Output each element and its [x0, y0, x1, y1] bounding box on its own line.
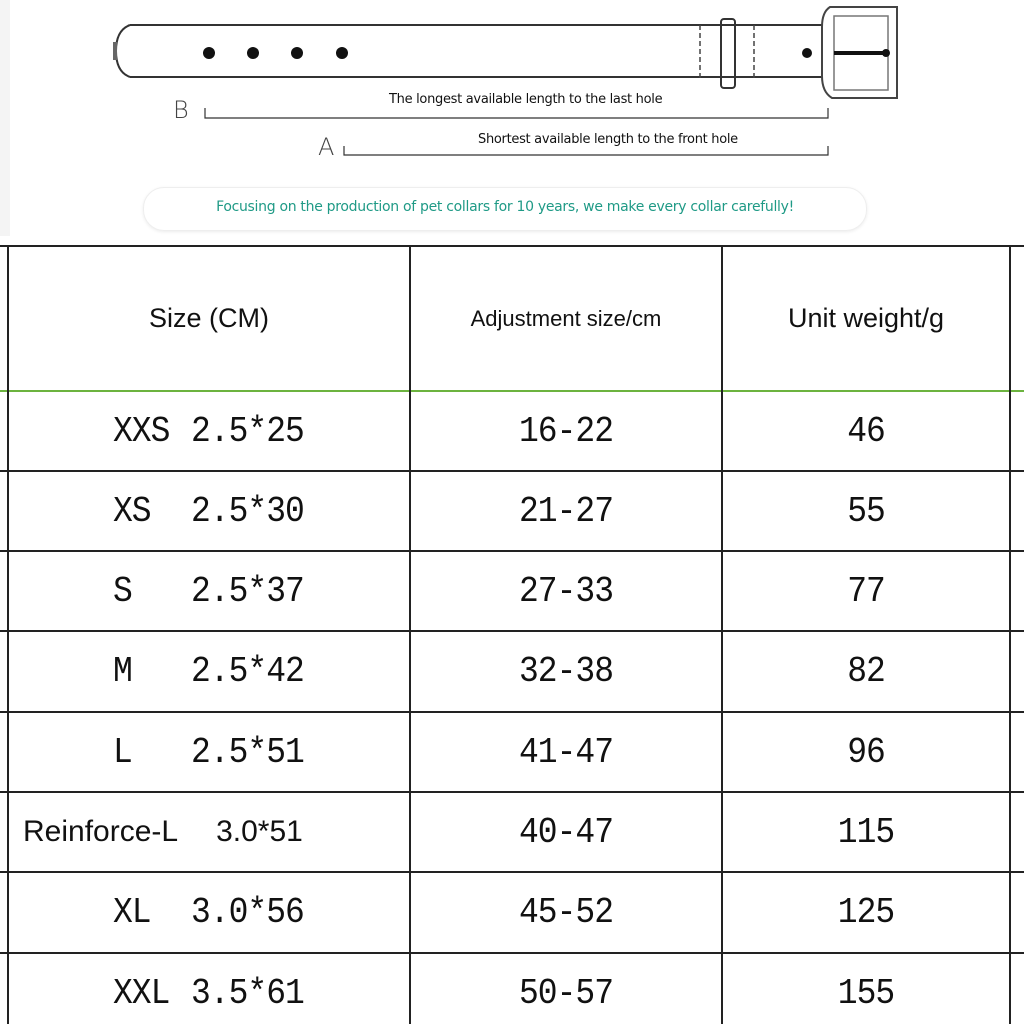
- weight-value: 125: [837, 892, 895, 933]
- adjustment-value: 32-38: [518, 651, 614, 692]
- column-divider: [1009, 246, 1011, 1024]
- column-divider: [409, 246, 411, 1024]
- adjustment-cell: 21-27: [410, 471, 722, 551]
- row-divider: [0, 630, 1024, 632]
- weight-cell: 115: [722, 792, 1010, 872]
- size-label: XXL: [113, 972, 170, 1014]
- adjustment-cell: 27-33: [410, 551, 722, 631]
- adjustment-cell: 40-47: [410, 792, 722, 872]
- column-header: Adjustment size/cm: [470, 305, 662, 331]
- column-header: Size (CM): [149, 303, 269, 333]
- column-header: Unit weight/g: [787, 303, 945, 333]
- row-divider: [0, 791, 1024, 793]
- size-label: S: [113, 570, 133, 612]
- row-divider: [0, 871, 1024, 873]
- adjustment-value: 21-27: [518, 490, 614, 532]
- size-cell: S 2.5*37: [8, 551, 515, 631]
- size-label: XS: [113, 490, 152, 532]
- size-cell: XXL 3.5*61: [8, 953, 515, 1033]
- weight-cell: 96: [722, 712, 1010, 792]
- adjustment-cell: 16-22: [410, 391, 722, 471]
- adjustment-value: 45-52: [518, 892, 614, 933]
- size-dimensions: 2.5*30: [191, 490, 305, 532]
- weight-value: 96: [847, 731, 886, 773]
- row-divider: [0, 550, 1024, 552]
- weight-cell: 55: [722, 471, 1010, 551]
- label-b: B: [173, 96, 189, 124]
- row-divider: [0, 952, 1024, 954]
- slogan-banner: Focusing on the production of pet collar…: [143, 187, 867, 231]
- size-cell: M 2.5*42: [8, 631, 515, 712]
- size-cell: XXS 2.5*25: [8, 391, 515, 471]
- weight-cell: 155: [722, 953, 1010, 1033]
- size-label: XL: [113, 892, 152, 933]
- weight-cell: 77: [722, 551, 1010, 631]
- adjustment-value: 27-33: [518, 570, 614, 612]
- size-dimensions: 3.5*61: [191, 972, 305, 1014]
- weight-cell: 82: [722, 631, 1010, 712]
- collar-illustration: [0, 0, 898, 236]
- slogan-text: Focusing on the production of pet collar…: [216, 199, 794, 215]
- size-dimensions: 2.5*37: [191, 570, 305, 612]
- column-divider: [721, 246, 723, 1024]
- weight-value: 46: [847, 410, 886, 452]
- weight-value: 115: [837, 811, 895, 853]
- size-cell: Reinforce-L 3.0*51: [8, 792, 425, 872]
- size-cell: L 2.5*51: [8, 712, 515, 792]
- table-top-border: [0, 245, 1024, 247]
- weight-value: 77: [847, 570, 886, 612]
- size-cell: XL 3.0*56: [8, 872, 515, 953]
- size-dimensions: 3.0*56: [191, 892, 305, 933]
- row-divider: [0, 711, 1024, 713]
- size-dimensions: 2.5*25: [191, 410, 305, 452]
- adjustment-cell: 32-38: [410, 631, 722, 712]
- size-label: M: [113, 651, 133, 692]
- weight-value: 82: [847, 651, 886, 692]
- longest-length-text: The longest available length to the last…: [389, 92, 663, 107]
- adjustment-value: 16-22: [518, 410, 614, 452]
- size-label: XXS: [113, 410, 170, 452]
- weight-cell: 46: [722, 391, 1010, 471]
- weight-value: 55: [847, 490, 886, 532]
- size-cell: XS 2.5*30: [8, 471, 515, 551]
- adjustment-cell: 50-57: [410, 953, 722, 1033]
- header-divider: [0, 390, 1024, 392]
- adjustment-cell: 41-47: [410, 712, 722, 792]
- size-dimensions: 3.0*51: [216, 815, 303, 848]
- size-label: Reinforce-L: [23, 815, 179, 848]
- collar-diagram: B A The longest available length to the …: [0, 0, 1024, 240]
- weight-cell: 125: [722, 872, 1010, 953]
- size-dimensions: 2.5*42: [191, 651, 305, 692]
- shortest-length-text: Shortest available length to the front h…: [478, 132, 738, 147]
- adjustment-cell: 45-52: [410, 872, 722, 953]
- weight-value: 155: [837, 972, 895, 1014]
- adjustment-value: 50-57: [518, 972, 614, 1014]
- size-dimensions: 2.5*51: [191, 731, 305, 773]
- row-divider: [0, 470, 1024, 472]
- adjustment-value: 40-47: [518, 811, 614, 853]
- column-divider: [7, 246, 9, 1024]
- size-label: L: [113, 731, 133, 773]
- adjustment-value: 41-47: [518, 731, 614, 773]
- label-a: A: [318, 133, 335, 161]
